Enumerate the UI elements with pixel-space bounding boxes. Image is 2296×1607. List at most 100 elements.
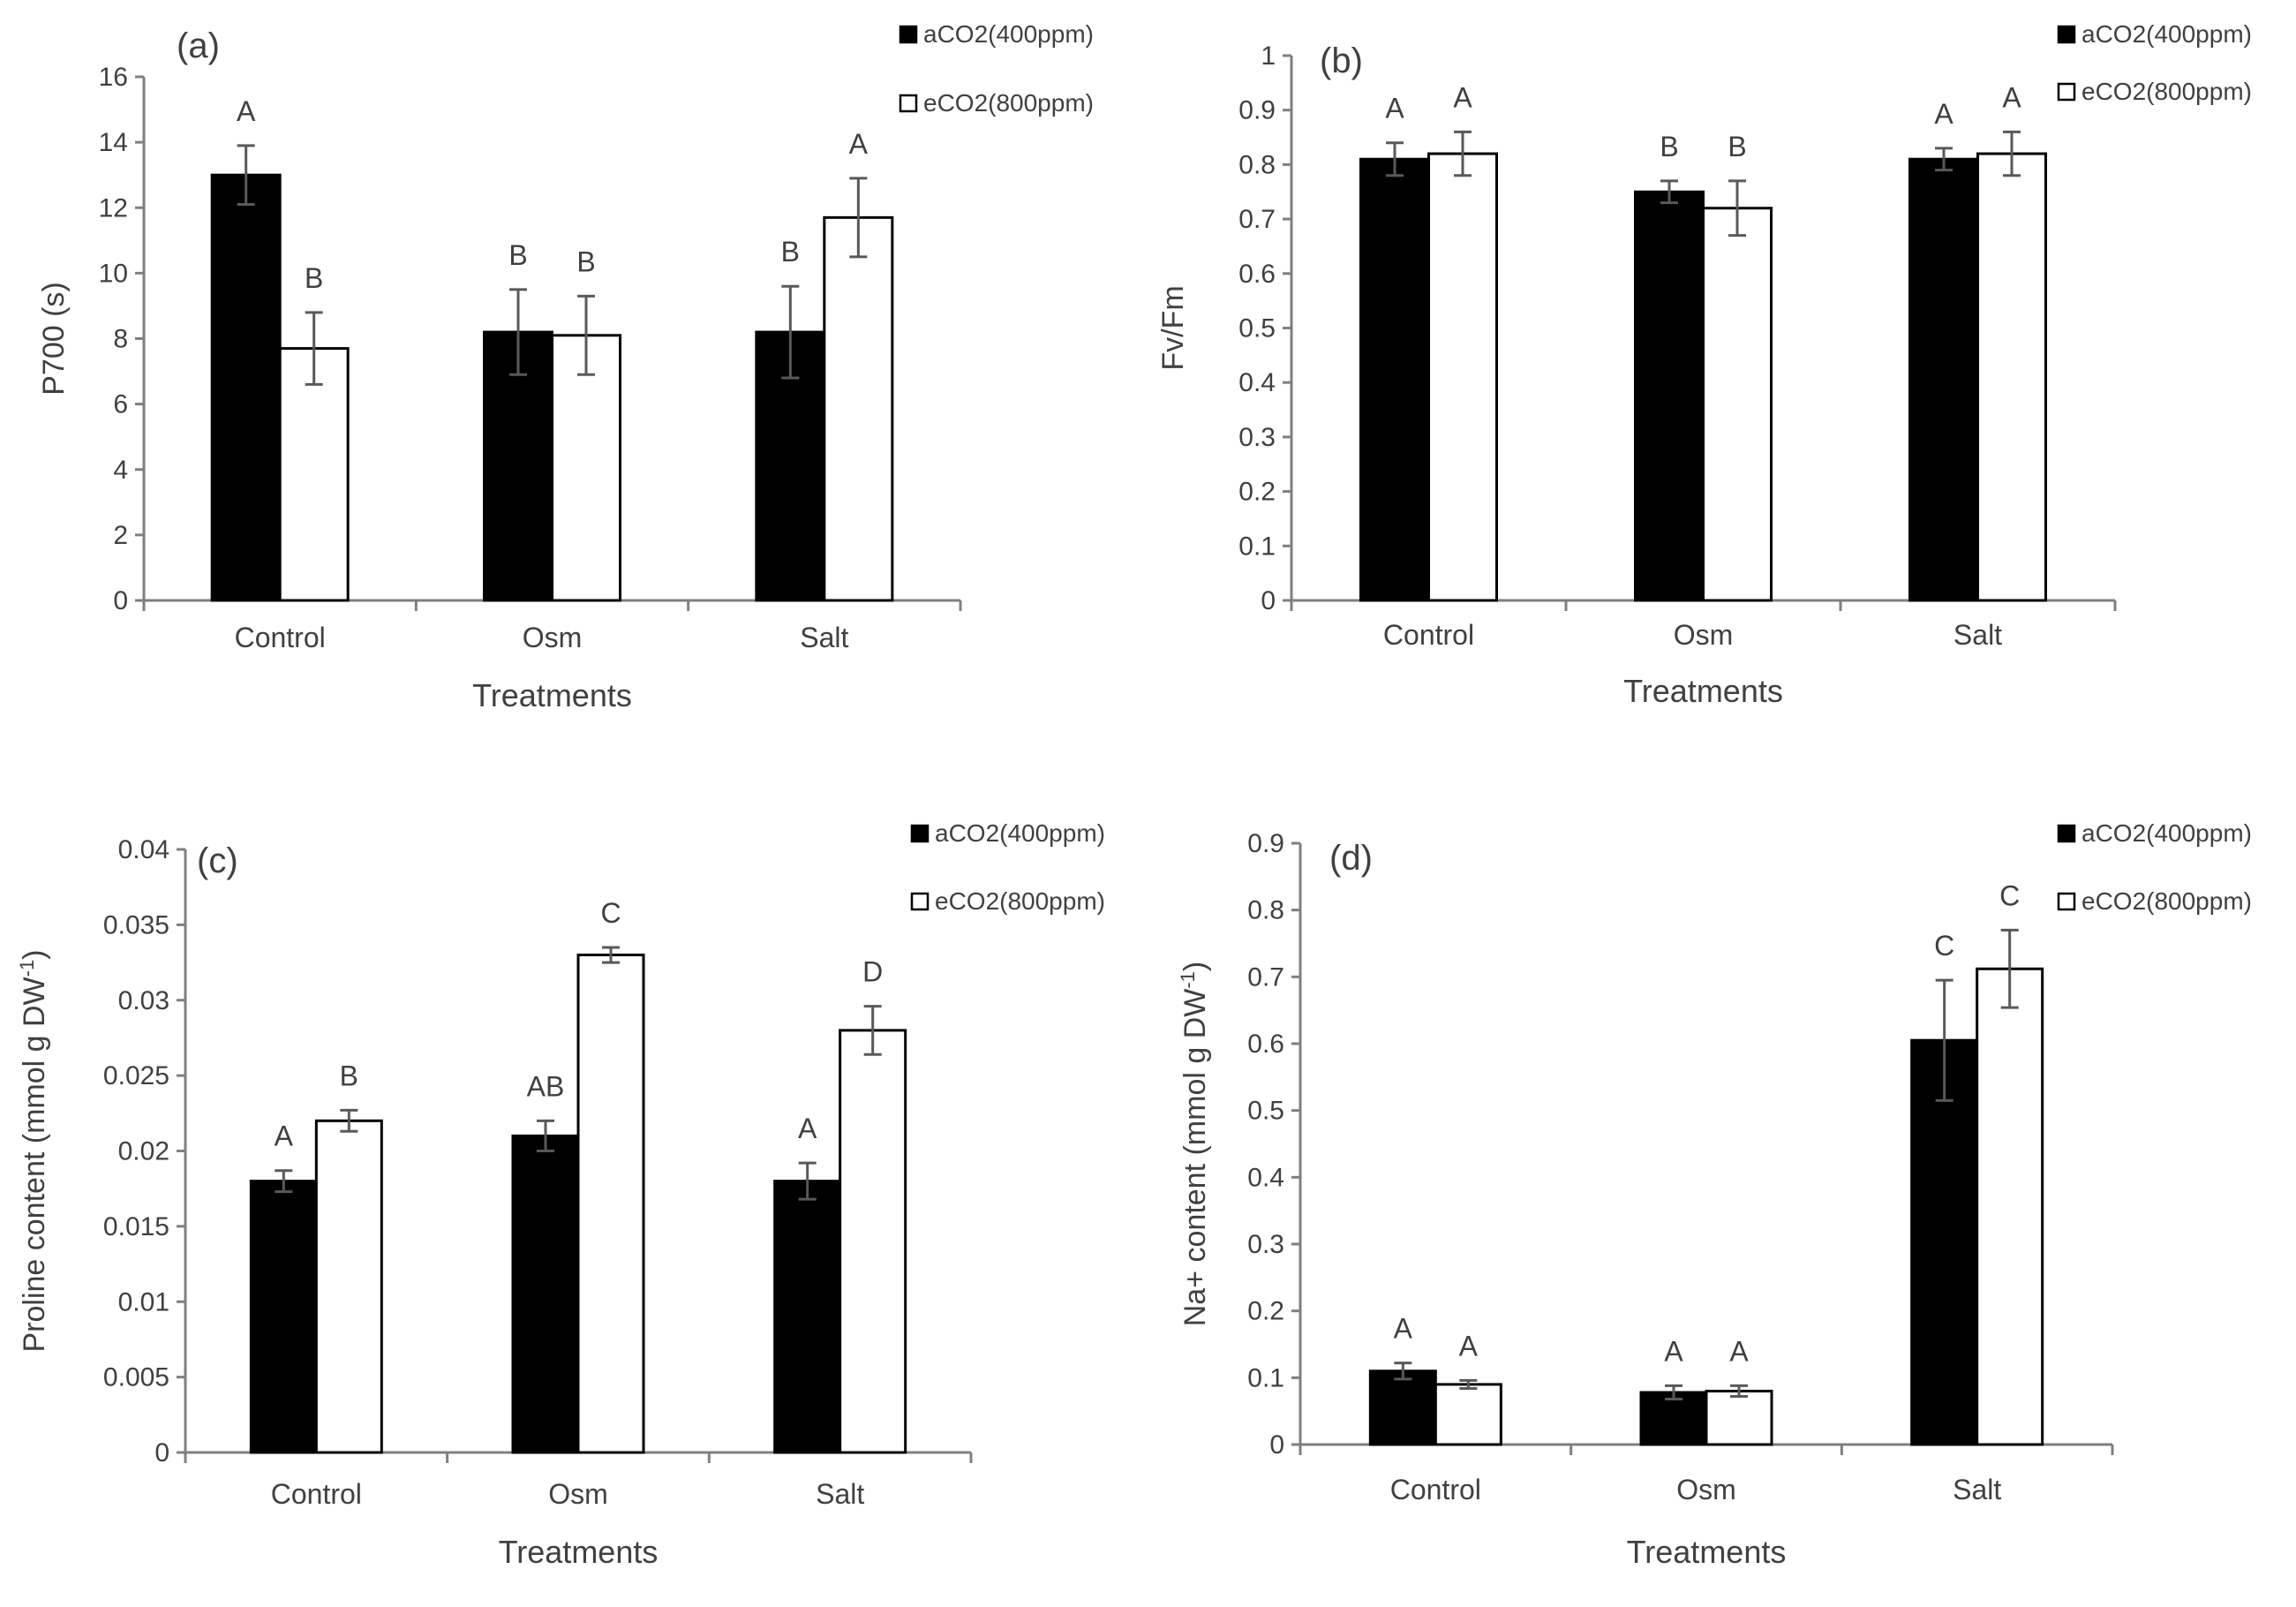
significance-letter: B [1728,131,1746,162]
y-tick-label: 0.9 [1247,829,1284,858]
significance-letter: B [340,1060,358,1091]
y-tick-label: 0.2 [1238,478,1276,507]
y-tick-label: 0.02 [118,1137,169,1166]
y-tick-label: 0.035 [103,910,169,939]
legend-swatch [2057,82,2076,102]
y-tick-label: 0.9 [1238,96,1276,125]
bar-eco2-salt [1976,152,2047,602]
y-tick-label: 0 [1269,1430,1284,1460]
legend-swatch [899,25,918,44]
significance-letter: AB [527,1070,565,1102]
y-tick-label: 0 [154,1438,169,1467]
significance-letter: B [1660,131,1678,162]
legend-swatch [2057,824,2076,843]
panel-b: 0 0.1 0.2 0.3 0.4 0.5 0.6 0.7 0.8 0.9 1 Control Osm S… [1156,20,2252,709]
legend-swatch [899,94,918,113]
y-axis-title-end: ) [1178,962,1212,971]
category-label-control: Control [271,1478,362,1510]
significance-letter: A [2002,81,2021,113]
panel-a: 0 2 4 6 8 10 12 14 16 Control Osm Salt A B B B B A (a) Trea… [37,20,1094,713]
legend-label: eCO2(800ppm) [2081,78,2252,105]
y-tick-label: 0.5 [1247,1097,1284,1126]
y-axis-title: Proline content (mmol g DW-1) [16,949,51,1352]
y-tick-label: 0.1 [1247,1363,1284,1392]
legend-swatch [910,824,930,843]
legend-label: eCO2(800ppm) [923,89,1094,117]
y-tick-label: 0.03 [118,986,169,1015]
significance-letter: A [1934,98,1953,130]
legend-label: eCO2(800ppm) [2081,887,2252,915]
category-label-salt: Salt [816,1478,864,1510]
legend-label: aCO2(400ppm) [2081,819,2252,847]
panel-label: (a) [177,26,220,65]
category-label-osm: Osm [523,622,583,653]
significance-letter: A [1729,1335,1749,1367]
category-label-control: Control [1390,1474,1481,1505]
panel-label: (d) [1329,839,1373,878]
panel-c: 0 0.005 0.01 0.015 0.02 0.025 0.03 0.035 0.04 Con… [16,819,1105,1570]
bar-eco2-control [1427,152,1498,602]
legend-label: aCO2(400ppm) [923,20,1094,48]
y-tick-label: 0.4 [1238,368,1276,397]
bar-aco2-control [1368,1369,1437,1446]
x-axis-title: Treatments [1627,1534,1787,1570]
y-axis-title: Fv/Fm [1156,285,1190,370]
y-tick-label: 0.2 [1247,1297,1284,1326]
significance-letter: A [1385,93,1404,124]
legend-swatch [2057,892,2076,911]
y-tick-label: 0 [113,586,128,615]
bar-aco2-control [210,173,282,602]
x-axis-title: Treatments [472,677,632,713]
y-axis-title: P700 (s) [37,282,71,396]
significance-letter: A [1664,1335,1683,1367]
bar-eco2-osm [1705,1389,1773,1446]
bar-aco2-osm [1639,1391,1708,1446]
bar-aco2-salt [773,1180,842,1454]
significance-letter: D [862,956,883,988]
significance-letter: B [576,245,595,277]
significance-letter: A [849,128,869,160]
y-tick-label: 16 [99,63,128,92]
y-tick-label: 0.005 [103,1363,169,1392]
bar-eco2-salt [823,215,894,602]
y-tick-label: 6 [113,390,128,419]
y-tick-label: 0.1 [1238,532,1276,561]
bar-aco2-control [249,1180,318,1454]
bar-aco2-osm [511,1134,580,1454]
bar-aco2-salt [1910,1038,1979,1446]
y-axis-title: Na+ content (mmol g DW-1) [1177,962,1212,1327]
significance-letter: C [1934,930,1954,962]
y-axis-title-superscript: -1 [16,960,38,977]
legend-label: aCO2(400ppm) [935,819,1105,847]
significance-letter: A [237,95,256,127]
bar-eco2-control [1434,1383,1502,1446]
significance-letter: B [508,239,527,271]
y-tick-label: 0.4 [1247,1163,1284,1192]
y-axis-title-text: P700 (s) [37,282,71,396]
y-axis-title-text: Na+ content (mmol g DW [1178,989,1212,1327]
y-tick-label: 0.6 [1238,260,1276,289]
y-tick-label: 12 [99,193,128,223]
y-tick-label: 0.3 [1247,1230,1284,1259]
category-label-control: Control [235,622,326,653]
significance-letter: A [1394,1313,1413,1345]
y-tick-label: 0.6 [1247,1030,1284,1059]
y-tick-label: 8 [113,325,128,354]
y-tick-label: 0.04 [118,835,169,864]
significance-letter: B [305,262,323,294]
y-tick-label: 14 [99,128,128,157]
legend-swatch [910,892,930,911]
y-tick-label: 0.5 [1238,314,1276,343]
y-axis-title-end: ) [18,949,51,959]
legend-swatch [2057,25,2076,44]
y-tick-label: 2 [113,521,128,550]
y-axis-title-text: Proline content (mmol g DW [18,977,51,1352]
bar-eco2-salt [1976,967,2044,1446]
y-tick-label: 10 [99,259,128,288]
bar-eco2-osm [1702,207,1773,602]
panel-d: 0 0.1 0.2 0.3 0.4 0.5 0.6 0.7 0.8 0.9 Control Osm Sa… [1177,819,2252,1570]
significance-letter: A [1459,1330,1479,1362]
category-label-salt: Salt [1953,619,2002,651]
x-axis-title: Treatments [499,1534,659,1570]
